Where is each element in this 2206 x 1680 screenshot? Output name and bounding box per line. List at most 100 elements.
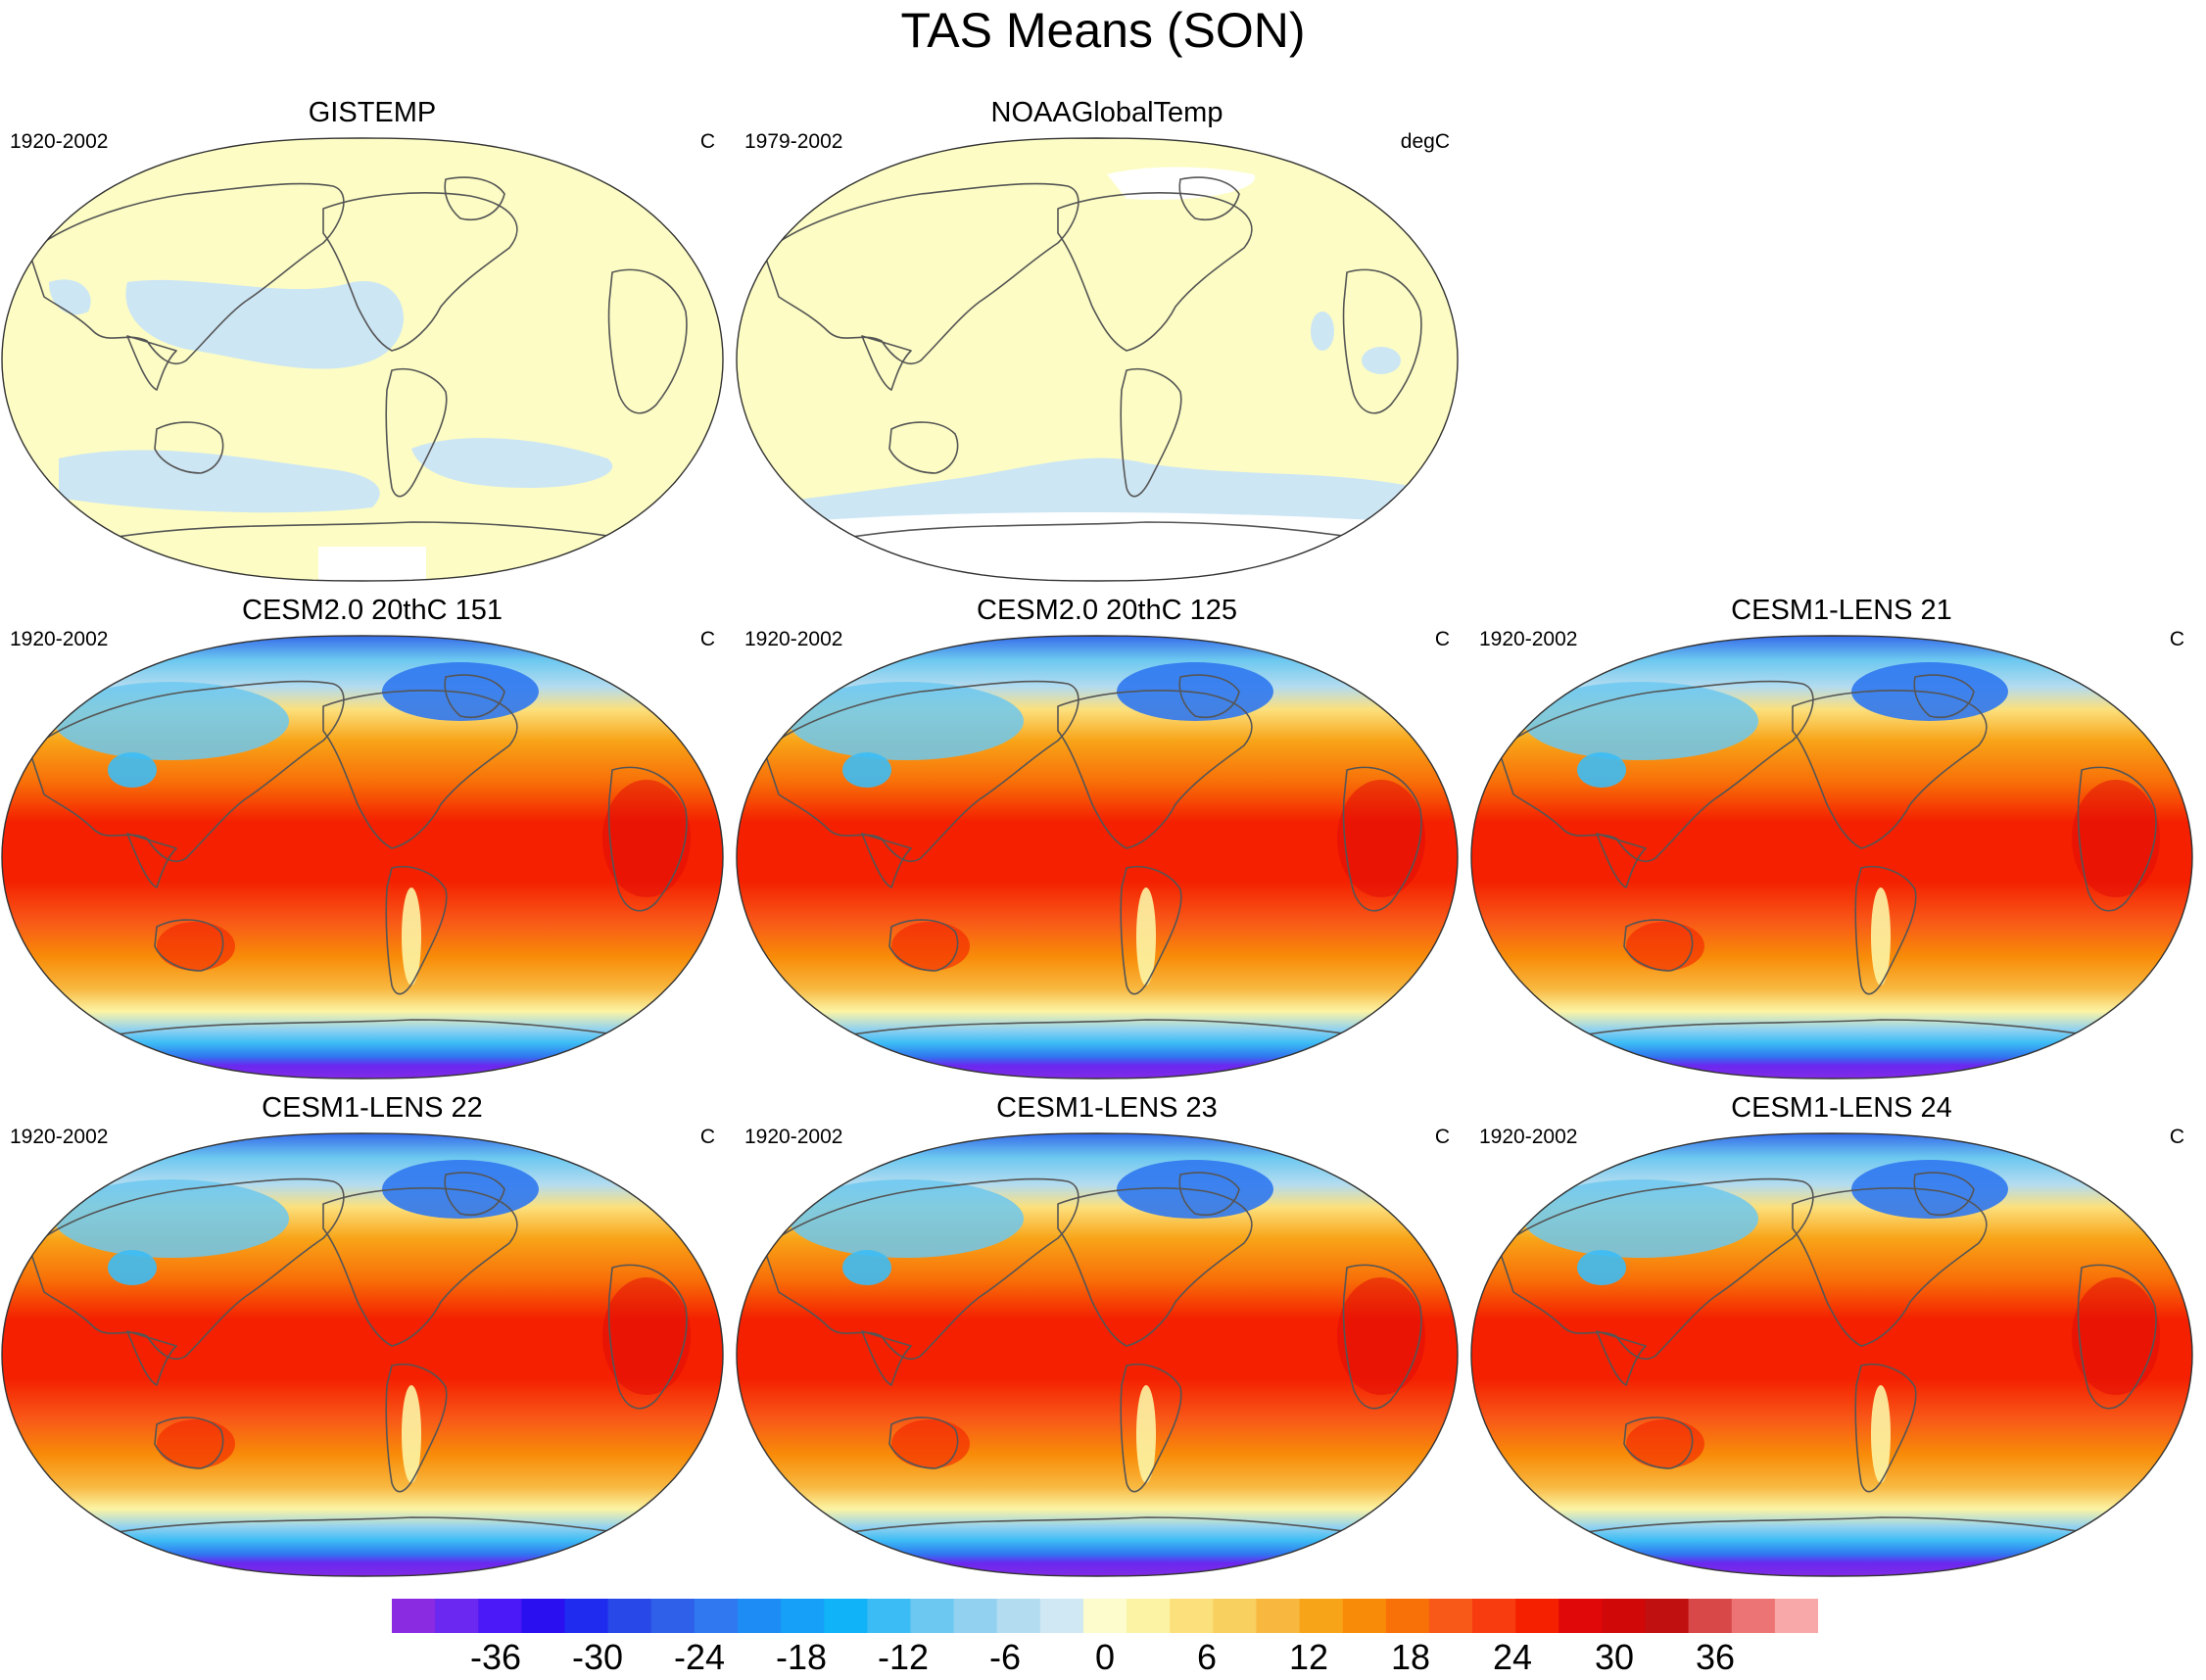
colorbar-box bbox=[521, 1599, 566, 1633]
anomaly-region bbox=[411, 438, 613, 488]
colorbar-box bbox=[1428, 1599, 1473, 1633]
coastline bbox=[1623, 919, 1694, 972]
coastline bbox=[1596, 1330, 1647, 1386]
warm-region bbox=[1626, 1419, 1704, 1468]
colorbar-box bbox=[1688, 1599, 1733, 1633]
colorbar bbox=[392, 1599, 1818, 1633]
coastline bbox=[126, 833, 177, 888]
cold-region bbox=[842, 752, 891, 788]
panel-units: C bbox=[699, 1126, 715, 1148]
coastline bbox=[322, 1187, 518, 1347]
coastline bbox=[322, 690, 518, 849]
panel-units: degC bbox=[1400, 130, 1450, 153]
panel-years: 1920-2002 bbox=[1479, 1126, 1578, 1148]
map-border bbox=[1, 137, 724, 582]
world-map bbox=[1, 137, 724, 582]
coastline-group bbox=[28, 1172, 688, 1538]
coastline bbox=[28, 1177, 345, 1360]
coastline bbox=[1913, 1172, 1975, 1216]
colorbar-box bbox=[1385, 1599, 1430, 1633]
andes-region bbox=[402, 888, 421, 985]
map-panel: CESM1-LENS 21 1920-2002 C bbox=[1469, 594, 2206, 1083]
warm-region bbox=[1337, 1277, 1425, 1395]
map-panel: CESM2.0 20thC 125 1920-2002 C bbox=[735, 594, 1479, 1083]
field-group bbox=[1471, 636, 2192, 1079]
coastline bbox=[126, 1330, 177, 1386]
cold-region bbox=[1523, 1179, 1758, 1258]
map-panel: GISTEMP 1920-2002 C bbox=[0, 96, 744, 586]
coastline bbox=[28, 680, 345, 862]
coastline bbox=[1057, 690, 1253, 849]
panel-title: CESM2.0 20thC 151 bbox=[242, 595, 503, 626]
coastline-group bbox=[763, 176, 1422, 543]
coastline-group bbox=[763, 1172, 1422, 1538]
map-panel: CESM1-LENS 22 1920-2002 C bbox=[0, 1091, 744, 1581]
coastline bbox=[154, 421, 224, 474]
coastline bbox=[888, 421, 959, 474]
coastline bbox=[1498, 680, 1814, 862]
coastline bbox=[1057, 192, 1253, 352]
warm-region bbox=[157, 1419, 235, 1468]
colorbar-box bbox=[1472, 1599, 1516, 1633]
colorbar-label: 24 bbox=[1492, 1637, 1533, 1677]
colorbar-box bbox=[910, 1599, 955, 1633]
coastline bbox=[1057, 1187, 1253, 1347]
colorbar-label: -6 bbox=[988, 1637, 1021, 1677]
warm-region bbox=[602, 780, 691, 897]
colorbar-box bbox=[1731, 1599, 1776, 1633]
coastline bbox=[607, 1264, 688, 1410]
coastline bbox=[117, 521, 647, 543]
coastline bbox=[851, 521, 1382, 543]
warm-region bbox=[602, 1277, 691, 1395]
warm-region bbox=[157, 922, 235, 971]
andes-region bbox=[1136, 888, 1156, 985]
map-border bbox=[1470, 1132, 2193, 1577]
coastline bbox=[607, 766, 688, 912]
world-map bbox=[1470, 1132, 2193, 1577]
andes-region bbox=[402, 1385, 421, 1483]
coastline bbox=[1623, 1416, 1694, 1469]
colorbar-label: 0 bbox=[1094, 1637, 1116, 1677]
panel-years: 1920-2002 bbox=[10, 628, 109, 650]
colorbar-label: 12 bbox=[1288, 1637, 1329, 1677]
colorbar-box bbox=[1342, 1599, 1387, 1633]
colorbar-box bbox=[435, 1599, 479, 1633]
panel-title: CESM1-LENS 23 bbox=[996, 1092, 1218, 1124]
world-map bbox=[1, 635, 724, 1080]
panel-units: C bbox=[2169, 628, 2184, 650]
coastline bbox=[763, 182, 1079, 364]
warm-region bbox=[1337, 780, 1425, 897]
panel-title: CESM1-LENS 24 bbox=[1731, 1092, 1952, 1124]
warm-region bbox=[2072, 780, 2160, 897]
colorbar-box bbox=[867, 1599, 912, 1633]
colorbar-box bbox=[392, 1599, 436, 1633]
colorbar-box bbox=[1213, 1599, 1258, 1633]
coastline bbox=[1178, 674, 1240, 718]
colorbar-box bbox=[1170, 1599, 1214, 1633]
warm-region bbox=[1626, 922, 1704, 971]
cold-region bbox=[1577, 752, 1626, 788]
panel-years: 1920-2002 bbox=[10, 1126, 109, 1148]
world-map bbox=[736, 137, 1459, 582]
colorbar-label: -36 bbox=[469, 1637, 522, 1677]
colorbar-label: -12 bbox=[877, 1637, 930, 1677]
coastline bbox=[1498, 1177, 1814, 1360]
cold-region bbox=[842, 1250, 891, 1285]
coastline-group bbox=[763, 674, 1422, 1040]
colorbar-box bbox=[650, 1599, 695, 1633]
coastline bbox=[763, 1177, 1079, 1360]
field-group bbox=[2, 636, 723, 1079]
cold-region bbox=[1523, 682, 1758, 760]
field-group bbox=[737, 138, 1458, 581]
missing-data bbox=[1107, 167, 1256, 200]
coastline bbox=[861, 335, 912, 391]
coastline-group bbox=[1498, 1172, 2157, 1538]
panel-title: CESM1-LENS 22 bbox=[262, 1092, 483, 1124]
colorbar-box bbox=[1299, 1599, 1344, 1633]
coastline bbox=[322, 192, 518, 352]
map-border bbox=[1, 635, 724, 1080]
map-border bbox=[736, 137, 1459, 582]
coastline bbox=[117, 1516, 647, 1538]
anomaly-region bbox=[125, 279, 405, 369]
coastline bbox=[444, 674, 505, 718]
